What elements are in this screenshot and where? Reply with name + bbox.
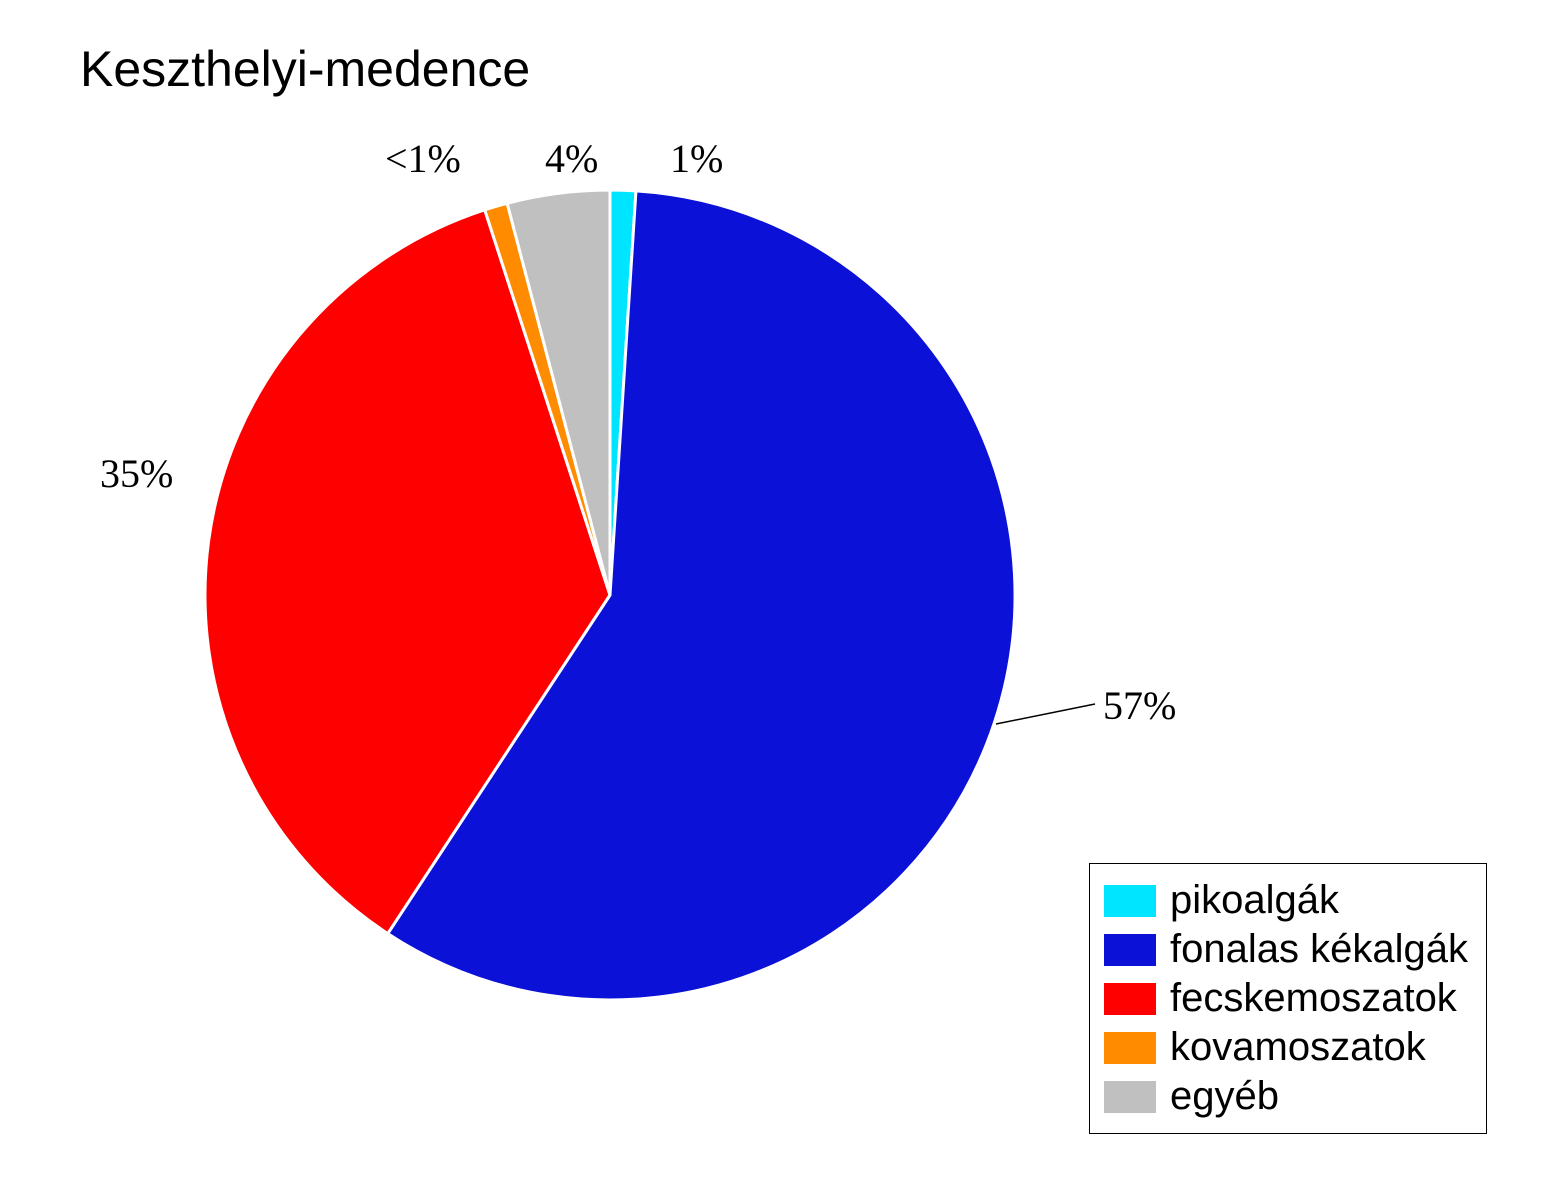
slice-label-egyeb: 4% <box>545 135 598 182</box>
slice-label-fonalas-kekalgak: 57% <box>1103 682 1176 729</box>
legend-label-pikoalgak: pikoalgák <box>1170 878 1339 923</box>
legend-label-kovamoszatok: kovamoszatok <box>1170 1025 1426 1070</box>
legend-swatch-kovamoszatok <box>1104 1032 1156 1064</box>
slice-label-pikoalgak: 1% <box>670 135 723 182</box>
chart-legend: pikoalgákfonalas kékalgákfecskemoszatokk… <box>1089 863 1487 1134</box>
legend-label-egyeb: egyéb <box>1170 1074 1279 1119</box>
legend-swatch-egyeb <box>1104 1081 1156 1113</box>
leader-line-fonalas-kekalgak <box>996 704 1095 724</box>
legend-item-kovamoszatok: kovamoszatok <box>1104 1025 1468 1070</box>
legend-swatch-fecskemoszatok <box>1104 983 1156 1015</box>
legend-item-fonalas-kekalgak: fonalas kékalgák <box>1104 927 1468 972</box>
legend-label-fecskemoszatok: fecskemoszatok <box>1170 976 1457 1021</box>
legend-item-pikoalgak: pikoalgák <box>1104 878 1468 923</box>
legend-item-egyeb: egyéb <box>1104 1074 1468 1119</box>
slice-label-fecskemoszatok: 35% <box>100 450 173 497</box>
legend-swatch-fonalas-kekalgak <box>1104 934 1156 966</box>
legend-swatch-pikoalgak <box>1104 885 1156 917</box>
slice-label-kovamoszatok: <1% <box>385 135 461 182</box>
legend-item-fecskemoszatok: fecskemoszatok <box>1104 976 1468 1021</box>
legend-label-fonalas-kekalgak: fonalas kékalgák <box>1170 927 1468 972</box>
pie-chart-container: Keszthelyi-medence 1%57%35%<1%4% pikoalg… <box>0 0 1547 1184</box>
